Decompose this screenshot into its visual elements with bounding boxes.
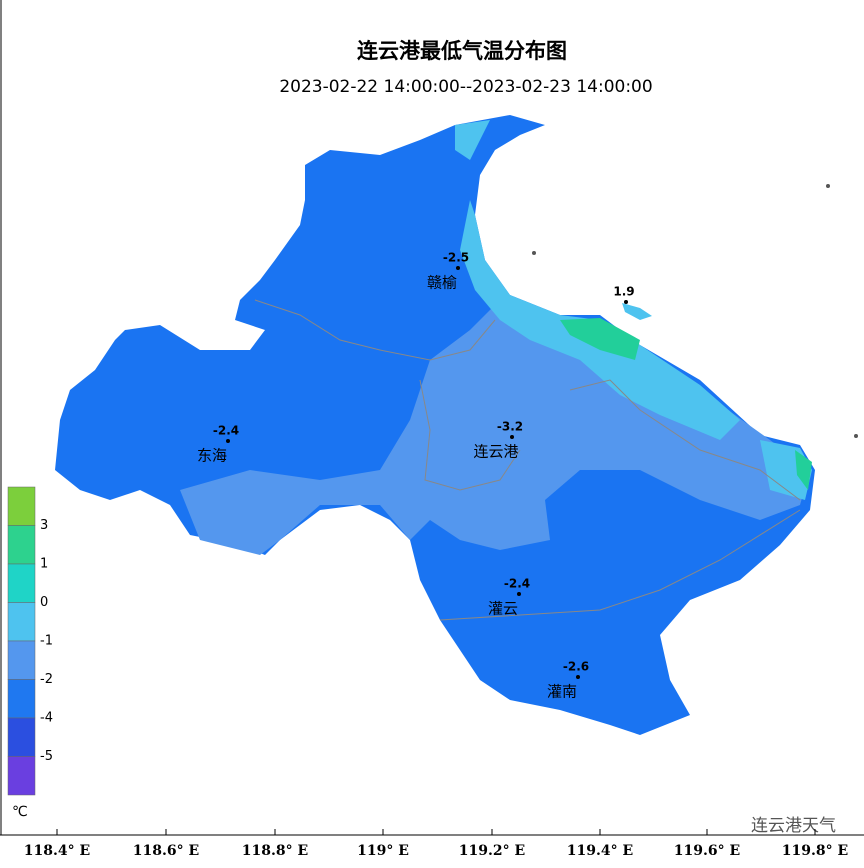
station-dot <box>517 592 521 596</box>
region-light <box>180 300 810 555</box>
legend-unit: ℃ <box>12 804 28 820</box>
islet <box>826 184 830 188</box>
islet <box>532 251 536 255</box>
station-dot <box>624 300 628 304</box>
legend-swatch <box>7 602 36 642</box>
legend-swatch <box>7 640 36 680</box>
station-value: -3.2 <box>497 420 523 434</box>
subtitle: 2023-02-22 14:00:00--2023-02-23 14:00:00 <box>279 77 652 97</box>
legend-swatch <box>7 486 36 526</box>
region-warm <box>560 318 812 490</box>
x-tick-label: 119° E <box>357 843 409 859</box>
legend-label: -4 <box>40 711 53 726</box>
legend-swatch <box>7 679 36 719</box>
legend-swatch <box>7 563 36 603</box>
boundary <box>254 299 801 621</box>
legend-label: -5 <box>40 749 53 764</box>
legend-swatch <box>7 717 36 757</box>
station-name: 东海 <box>197 447 227 465</box>
x-tick-label: 118.6° E <box>133 843 199 859</box>
title: 连云港最低气温分布图 <box>357 39 567 63</box>
station-name: 连云港 <box>473 443 518 461</box>
station-name: 灌南 <box>547 683 577 701</box>
station-value: -2.4 <box>213 424 239 438</box>
region-lighter <box>455 120 812 500</box>
x-tick-label: 118.8° E <box>242 843 308 859</box>
legend-label: 0 <box>40 595 48 610</box>
dynamic-layer: 3 1 0 -1 -2 -4 -5 -2.5 赣榆 -3.2 连云港 -2.4 东海 -2.4 灌云 -2.6… <box>7 251 848 859</box>
legend-label: 1 <box>40 557 48 572</box>
station-dot <box>576 675 580 679</box>
station-value: 1.9 <box>613 285 634 299</box>
station-dot <box>510 435 514 439</box>
station-value: -2.4 <box>504 577 530 591</box>
legend-swatch <box>7 756 36 796</box>
station-name: 灌云 <box>488 600 518 618</box>
watermark: 连云港天气 <box>751 816 836 836</box>
station-name: 赣榆 <box>427 274 457 292</box>
station-value: -2.5 <box>443 251 469 265</box>
legend-label: -1 <box>40 634 53 649</box>
legend-label: 3 <box>40 518 48 533</box>
legend-swatch <box>7 525 36 565</box>
station-dot <box>226 439 230 443</box>
station-dot <box>456 266 460 270</box>
x-tick-label: 119.8° E <box>782 843 848 859</box>
island <box>622 303 652 320</box>
x-tick-label: 118.4° E <box>24 843 90 859</box>
legend-label: -2 <box>40 672 53 687</box>
x-tick-label: 119.2° E <box>459 843 525 859</box>
station-value: -2.6 <box>563 660 589 674</box>
x-tick-label: 119.6° E <box>674 843 740 859</box>
islet <box>854 434 858 438</box>
x-tick-label: 119.4° E <box>567 843 633 859</box>
